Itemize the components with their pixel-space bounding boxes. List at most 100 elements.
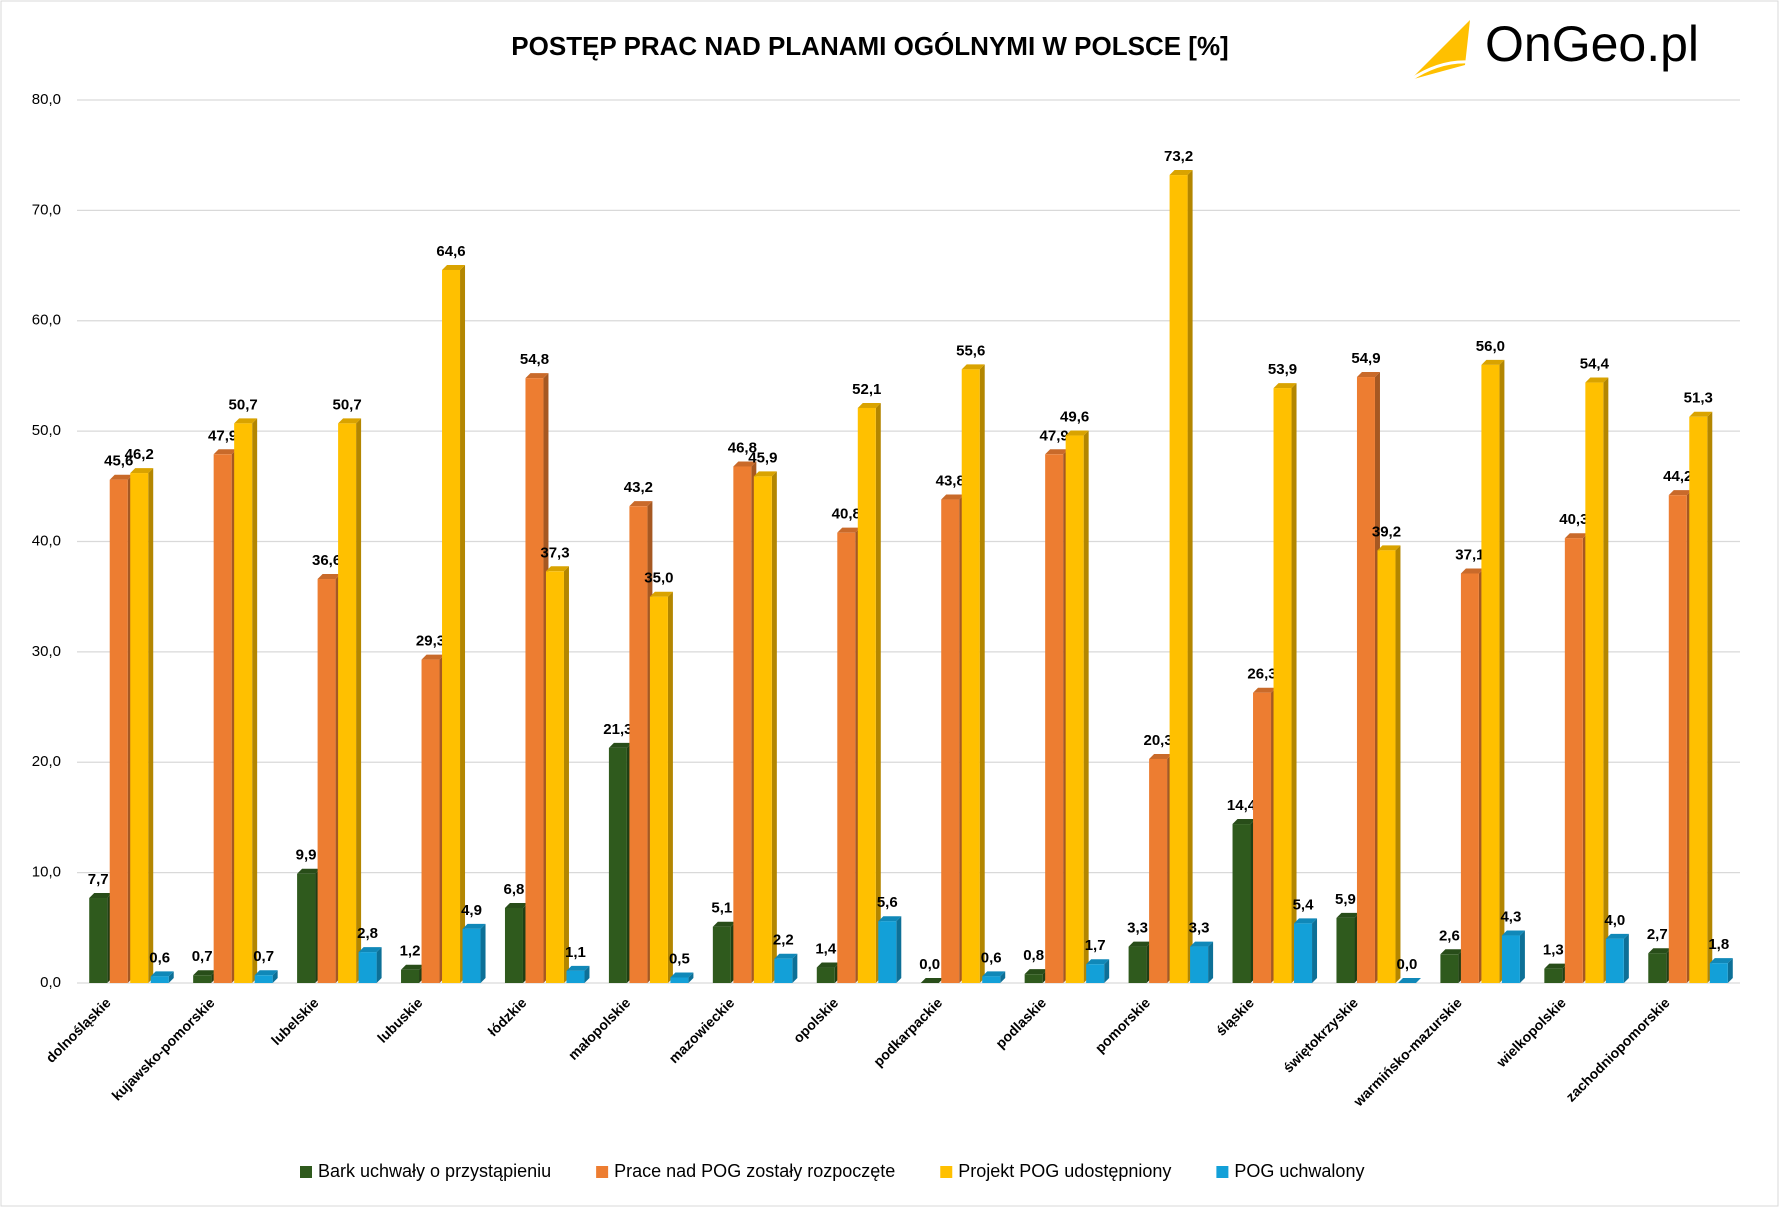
value-label: 3,3 [1127, 920, 1148, 937]
value-label: 46,8 [728, 439, 757, 456]
value-label: 0,8 [1023, 947, 1044, 964]
value-label: 45,9 [748, 449, 777, 466]
bar-top [857, 402, 881, 408]
bar-top [1460, 568, 1484, 574]
bar-top [1709, 958, 1733, 964]
bar [213, 454, 232, 984]
value-label: 7,7 [88, 871, 109, 888]
bar [1253, 692, 1272, 983]
bar-side [1727, 958, 1733, 983]
bar-top [1128, 941, 1152, 947]
bar-side [688, 972, 694, 983]
value-label: 45,6 [104, 453, 133, 470]
bar [982, 976, 1001, 983]
bar [1564, 538, 1583, 983]
bar-top [1605, 933, 1629, 939]
y-tick-label: 0,0 [40, 974, 61, 991]
value-label: 54,4 [1580, 356, 1610, 373]
bar-side [1083, 430, 1089, 983]
value-label: 5,9 [1335, 891, 1356, 908]
value-label: 2,6 [1439, 927, 1460, 944]
value-label: 64,6 [436, 243, 465, 260]
value-label: 5,4 [1293, 896, 1315, 913]
value-label: 43,8 [936, 473, 965, 490]
value-label: 1,8 [1708, 936, 1729, 953]
bar [193, 975, 212, 983]
bar-side [148, 468, 154, 983]
bar-top [1440, 949, 1464, 955]
bar-top [1668, 490, 1692, 496]
value-label: 6,8 [504, 881, 525, 898]
value-label: 29,3 [416, 633, 445, 650]
bar-top [109, 474, 133, 480]
bar [608, 747, 627, 983]
value-label: 2,7 [1647, 926, 1668, 943]
bar-side [1499, 359, 1505, 983]
value-label: 1,3 [1543, 942, 1564, 959]
value-label: 37,1 [1455, 546, 1484, 563]
value-label: 46,2 [125, 446, 154, 463]
bar [1440, 954, 1459, 983]
bar-top [961, 364, 985, 370]
legend-swatch [300, 1166, 312, 1178]
bar-side [1291, 383, 1297, 983]
value-label: 53,9 [1268, 361, 1297, 378]
bar-top [1585, 377, 1609, 383]
bar-top [193, 970, 217, 976]
value-label: 52,1 [852, 381, 881, 398]
y-tick-label: 20,0 [32, 753, 61, 770]
bar [1544, 968, 1563, 983]
bar-side [771, 471, 777, 983]
bar-top [712, 921, 736, 927]
bar-top [1377, 545, 1401, 551]
bar [649, 596, 668, 983]
value-label: 54,9 [1351, 350, 1380, 367]
bar [338, 423, 357, 983]
bar-side [356, 418, 362, 983]
bar-top [837, 527, 861, 533]
bar [733, 466, 752, 983]
y-tick-label: 50,0 [32, 422, 61, 439]
bar-side [1395, 545, 1401, 983]
bar [1585, 382, 1604, 983]
value-label: 1,2 [400, 943, 421, 960]
bar [670, 977, 689, 983]
value-label: 14,4 [1227, 797, 1257, 814]
bar [1668, 495, 1687, 983]
bar-side [252, 418, 258, 983]
bar-top [774, 953, 798, 959]
value-label: 56,0 [1476, 338, 1505, 355]
bar [317, 579, 336, 983]
value-label: 4,0 [1604, 912, 1625, 929]
value-label: 5,1 [711, 900, 732, 917]
bar [1377, 550, 1396, 983]
legend-label: Projekt POG udostępniony [958, 1161, 1171, 1181]
bar-top [338, 418, 362, 424]
bar-top [1149, 753, 1173, 759]
bar-top [1501, 930, 1525, 936]
bar-top [920, 978, 944, 983]
bar [1481, 364, 1500, 983]
bar-top [1336, 912, 1360, 918]
bar-top [670, 972, 694, 978]
bar-top [629, 501, 653, 507]
bar-top [317, 574, 341, 580]
value-label: 9,9 [296, 847, 317, 864]
bar [109, 479, 128, 983]
bar [753, 476, 772, 983]
bar-top [1169, 170, 1193, 176]
value-label: 40,8 [832, 506, 861, 523]
bar-top [1232, 819, 1256, 825]
bar [1045, 454, 1064, 984]
value-label: 0,0 [919, 956, 940, 973]
bar-top [1045, 449, 1069, 455]
y-tick-label: 70,0 [32, 201, 61, 218]
value-label: 50,7 [332, 396, 361, 413]
bar-top [358, 947, 382, 953]
bar [1356, 377, 1375, 983]
bar-top [1544, 963, 1568, 969]
bar-top [504, 902, 528, 908]
value-label: 39,2 [1372, 523, 1401, 540]
value-label: 4,3 [1500, 909, 1521, 926]
